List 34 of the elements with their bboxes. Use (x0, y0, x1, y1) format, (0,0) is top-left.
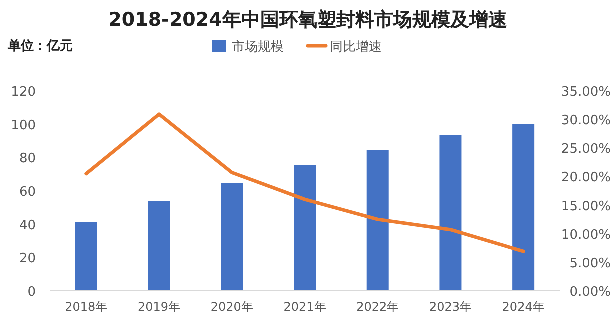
y2-tick-label: 5.00% (570, 256, 611, 272)
y2-tick-label: 35.00% (561, 85, 611, 100)
y2-tick-label: 0.00% (570, 285, 611, 300)
x-tick-label: 2024年 (502, 300, 545, 314)
bar (512, 124, 535, 291)
x-tick-label: 2019年 (138, 300, 181, 314)
text: 单位：亿元 (7, 38, 73, 54)
legend-label: 同比增速 (330, 40, 382, 55)
chart-title: 2018-2024年中国环氧塑封料市场规模及增速 (108, 9, 508, 31)
y-tick-label: 80 (19, 152, 36, 167)
x-tick-label: 2020年 (210, 300, 254, 314)
y-tick-label: 40 (19, 218, 36, 234)
y-tick-label: 60 (19, 185, 36, 200)
x-tick-label: 2021年 (284, 300, 326, 314)
y2-tick-label: 25.00% (561, 142, 611, 158)
x-tick-label: 2023年 (429, 300, 472, 314)
y-tick-label: 0 (28, 285, 36, 300)
legend-label: 市场规模 (232, 40, 284, 55)
bar (294, 165, 316, 291)
y-tick-label: 120 (11, 85, 36, 100)
bar (366, 150, 389, 291)
bar (440, 135, 462, 291)
y2-tick-label: 30.00% (561, 114, 611, 129)
bar (221, 183, 244, 291)
y2-tick-label: 15.00% (561, 199, 611, 214)
bar (75, 222, 98, 291)
x-tick-label: 2018年 (65, 300, 108, 314)
x-tick-label: 2022年 (356, 300, 400, 314)
y2-tick-label: 10.00% (561, 228, 611, 243)
y-tick-label: 100 (11, 118, 36, 134)
y-tick-label: 20 (19, 252, 36, 267)
y2-tick-label: 20.00% (561, 170, 611, 186)
line-series (84, 112, 526, 254)
bar (148, 201, 170, 291)
